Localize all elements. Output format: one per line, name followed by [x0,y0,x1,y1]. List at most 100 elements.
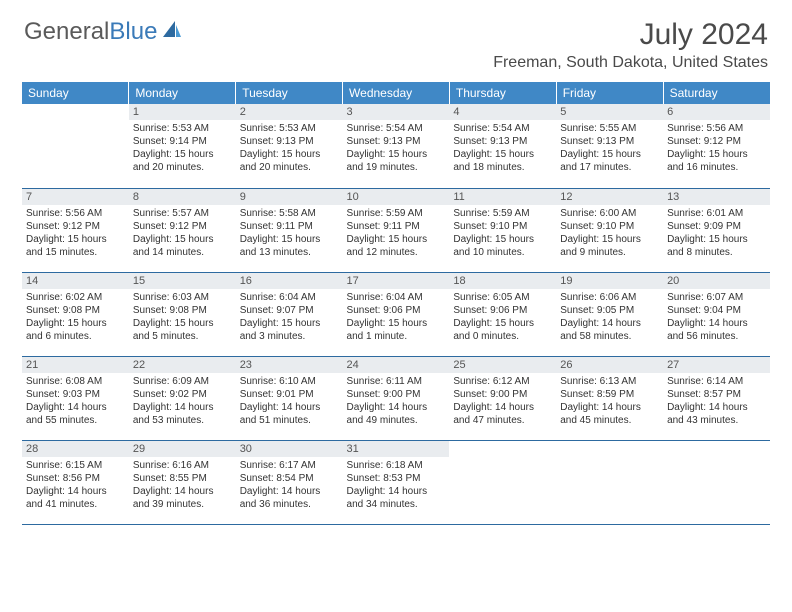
sunset-text: Sunset: 8:55 PM [133,472,232,485]
daylight-line2: and 19 minutes. [347,161,446,174]
calendar-day-cell: 12Sunrise: 6:00 AMSunset: 9:10 PMDayligh… [556,188,663,272]
day-number: 9 [236,189,343,205]
daylight-line1: Daylight: 14 hours [240,485,339,498]
daylight-line2: and 5 minutes. [133,330,232,343]
day-number: 2 [236,104,343,120]
sunrise-text: Sunrise: 5:59 AM [453,207,552,220]
daylight-line2: and 18 minutes. [453,161,552,174]
sunrise-text: Sunrise: 5:53 AM [133,122,232,135]
day-number: 22 [129,357,236,373]
daylight-line1: Daylight: 15 hours [667,233,766,246]
day-content: Sunrise: 6:02 AMSunset: 9:08 PMDaylight:… [22,289,129,347]
calendar-day-cell: 11Sunrise: 5:59 AMSunset: 9:10 PMDayligh… [449,188,556,272]
day-content: Sunrise: 6:18 AMSunset: 8:53 PMDaylight:… [343,457,450,515]
day-number: 20 [663,273,770,289]
sunrise-text: Sunrise: 5:54 AM [453,122,552,135]
daylight-line1: Daylight: 15 hours [26,233,125,246]
sunset-text: Sunset: 9:04 PM [667,304,766,317]
header: GeneralBlue July 2024 Freeman, South Dak… [0,0,792,76]
calendar-week-row: 7Sunrise: 5:56 AMSunset: 9:12 PMDaylight… [22,188,770,272]
sunset-text: Sunset: 8:59 PM [560,388,659,401]
day-number: 11 [449,189,556,205]
sunset-text: Sunset: 9:01 PM [240,388,339,401]
sunrise-text: Sunrise: 6:02 AM [26,291,125,304]
sunset-text: Sunset: 8:53 PM [347,472,446,485]
daylight-line2: and 0 minutes. [453,330,552,343]
daylight-line1: Daylight: 15 hours [133,233,232,246]
day-number: 14 [22,273,129,289]
daylight-line2: and 6 minutes. [26,330,125,343]
day-number: 21 [22,357,129,373]
sunset-text: Sunset: 9:12 PM [667,135,766,148]
sunrise-text: Sunrise: 5:53 AM [240,122,339,135]
daylight-line2: and 9 minutes. [560,246,659,259]
day-content: Sunrise: 6:16 AMSunset: 8:55 PMDaylight:… [129,457,236,515]
day-content: Sunrise: 6:10 AMSunset: 9:01 PMDaylight:… [236,373,343,431]
sunrise-text: Sunrise: 6:15 AM [26,459,125,472]
daylight-line2: and 1 minute. [347,330,446,343]
calendar-day-cell: 4Sunrise: 5:54 AMSunset: 9:13 PMDaylight… [449,104,556,188]
daylight-line2: and 47 minutes. [453,414,552,427]
daylight-line1: Daylight: 15 hours [347,317,446,330]
day-content: Sunrise: 6:06 AMSunset: 9:05 PMDaylight:… [556,289,663,347]
calendar-day-cell: 26Sunrise: 6:13 AMSunset: 8:59 PMDayligh… [556,356,663,440]
calendar-week-row: 28Sunrise: 6:15 AMSunset: 8:56 PMDayligh… [22,440,770,524]
calendar-day-cell: 18Sunrise: 6:05 AMSunset: 9:06 PMDayligh… [449,272,556,356]
calendar-table: SundayMondayTuesdayWednesdayThursdayFrid… [22,82,770,525]
calendar-day-cell: 17Sunrise: 6:04 AMSunset: 9:06 PMDayligh… [343,272,450,356]
day-content: Sunrise: 6:15 AMSunset: 8:56 PMDaylight:… [22,457,129,515]
daylight-line1: Daylight: 14 hours [667,401,766,414]
daylight-line2: and 49 minutes. [347,414,446,427]
weekday-header: Tuesday [236,82,343,104]
daylight-line1: Daylight: 14 hours [347,485,446,498]
sunrise-text: Sunrise: 5:56 AM [667,122,766,135]
daylight-line2: and 41 minutes. [26,498,125,511]
weekday-header: Thursday [449,82,556,104]
day-content: Sunrise: 6:12 AMSunset: 9:00 PMDaylight:… [449,373,556,431]
daylight-line2: and 45 minutes. [560,414,659,427]
day-content: Sunrise: 5:59 AMSunset: 9:11 PMDaylight:… [343,205,450,263]
daylight-line2: and 34 minutes. [347,498,446,511]
day-number: 18 [449,273,556,289]
daylight-line2: and 13 minutes. [240,246,339,259]
daylight-line1: Daylight: 14 hours [133,401,232,414]
location: Freeman, South Dakota, United States [493,54,768,72]
calendar-day-cell: 29Sunrise: 6:16 AMSunset: 8:55 PMDayligh… [129,440,236,524]
sunset-text: Sunset: 9:09 PM [667,220,766,233]
day-content: Sunrise: 5:59 AMSunset: 9:10 PMDaylight:… [449,205,556,263]
day-content: Sunrise: 5:53 AMSunset: 9:14 PMDaylight:… [129,120,236,178]
calendar-week-row: 1Sunrise: 5:53 AMSunset: 9:14 PMDaylight… [22,104,770,188]
day-content: Sunrise: 5:54 AMSunset: 9:13 PMDaylight:… [343,120,450,178]
day-content: Sunrise: 5:54 AMSunset: 9:13 PMDaylight:… [449,120,556,178]
daylight-line2: and 3 minutes. [240,330,339,343]
sunset-text: Sunset: 9:13 PM [347,135,446,148]
calendar-day-cell: 20Sunrise: 6:07 AMSunset: 9:04 PMDayligh… [663,272,770,356]
daylight-line2: and 53 minutes. [133,414,232,427]
daylight-line2: and 17 minutes. [560,161,659,174]
day-number: 6 [663,104,770,120]
sunrise-text: Sunrise: 5:55 AM [560,122,659,135]
sunrise-text: Sunrise: 6:08 AM [26,375,125,388]
sunrise-text: Sunrise: 6:00 AM [560,207,659,220]
day-content: Sunrise: 5:56 AMSunset: 9:12 PMDaylight:… [22,205,129,263]
day-number: 30 [236,441,343,457]
calendar-header-row: SundayMondayTuesdayWednesdayThursdayFrid… [22,82,770,104]
sunset-text: Sunset: 8:56 PM [26,472,125,485]
daylight-line2: and 10 minutes. [453,246,552,259]
calendar-day-cell: 27Sunrise: 6:14 AMSunset: 8:57 PMDayligh… [663,356,770,440]
calendar-day-cell: 2Sunrise: 5:53 AMSunset: 9:13 PMDaylight… [236,104,343,188]
sunset-text: Sunset: 9:11 PM [347,220,446,233]
sunrise-text: Sunrise: 6:06 AM [560,291,659,304]
weekday-header: Friday [556,82,663,104]
daylight-line1: Daylight: 15 hours [453,148,552,161]
day-number: 13 [663,189,770,205]
logo: GeneralBlue [24,18,183,46]
sunrise-text: Sunrise: 6:16 AM [133,459,232,472]
calendar-day-cell: 28Sunrise: 6:15 AMSunset: 8:56 PMDayligh… [22,440,129,524]
calendar-day-cell: 19Sunrise: 6:06 AMSunset: 9:05 PMDayligh… [556,272,663,356]
daylight-line2: and 15 minutes. [26,246,125,259]
calendar-day-cell [449,440,556,524]
title-block: July 2024 Freeman, South Dakota, United … [493,18,768,72]
calendar-week-row: 14Sunrise: 6:02 AMSunset: 9:08 PMDayligh… [22,272,770,356]
sunset-text: Sunset: 9:02 PM [133,388,232,401]
